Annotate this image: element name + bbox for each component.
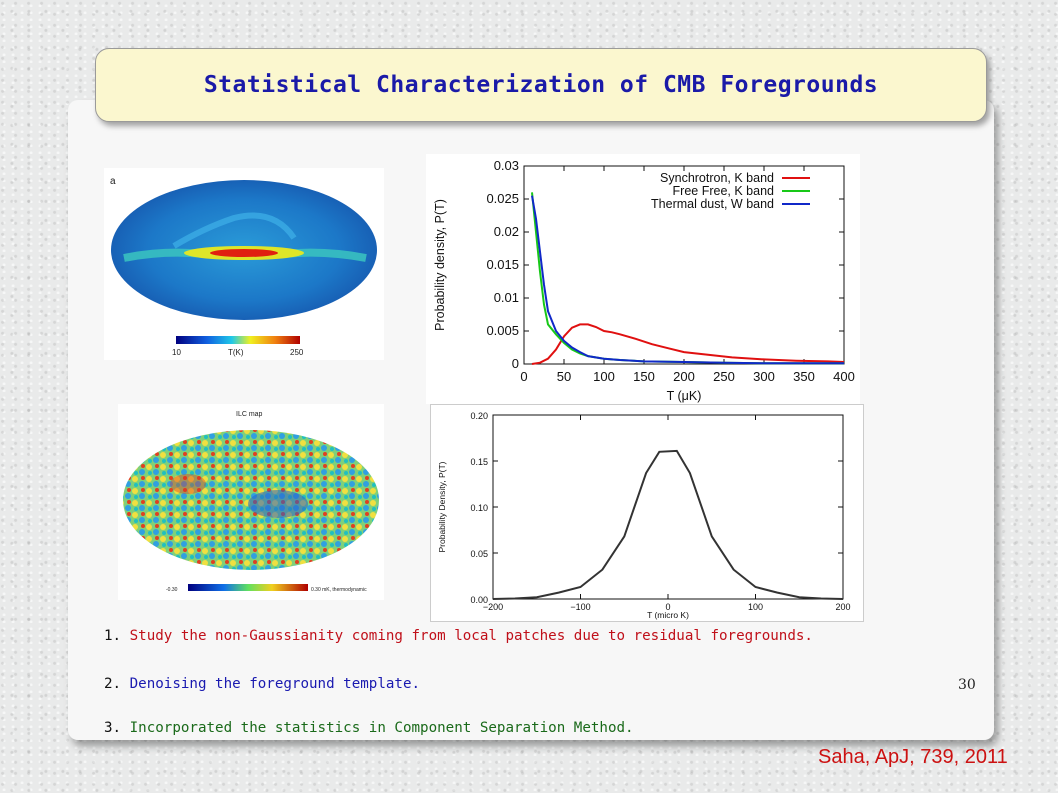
y-tick-label: 0.15 [470, 457, 488, 467]
plot-frame [492, 414, 844, 600]
series-line-0 [492, 449, 844, 600]
y-axis-label: Probability Density, P(T) [437, 461, 447, 552]
colorbar-min-label: 10 [172, 348, 181, 357]
x-tick-label: 350 [793, 369, 815, 384]
bullet-item-3: 3. Incorporated the statistics in Compon… [104, 720, 634, 736]
y-tick-label: 0.10 [470, 503, 488, 513]
x-tick-label: −100 [570, 602, 590, 612]
bullet-item-1: 1. Study the non-Gaussianity coming from… [104, 628, 813, 644]
x-tick-label: 100 [748, 602, 763, 612]
ilc-colorbar-max: 0.30 mK, thermodynamic [311, 587, 367, 593]
bullet-text: Incorporated the statistics in Component… [129, 720, 634, 736]
ilc-map-panel: ILC map -0.30 0.30 mK, thermodynamic [118, 404, 384, 600]
bullet-number: 1. [104, 628, 130, 644]
ilc-colorbar [188, 584, 308, 591]
y-axis-label: Probability density, P(T) [433, 199, 447, 331]
title-box: Statistical Characterization of CMB Fore… [95, 48, 987, 122]
synchrotron-map-panel: a 10 T(K) 250 [104, 168, 384, 360]
colorbar-max-label: 250 [290, 348, 304, 357]
y-tick-label: 0.02 [494, 224, 519, 239]
ilc-colorbar-min: -0.30 [166, 587, 178, 593]
colorbar-unit-label: T(K) [228, 348, 244, 357]
x-tick-label: 50 [557, 369, 571, 384]
y-tick-label: 0.05 [470, 549, 488, 559]
y-tick-label: 0.025 [486, 191, 519, 206]
bullet-number: 2. [104, 676, 130, 692]
slide-number: 30 [958, 677, 976, 693]
series-line-1 [531, 192, 844, 365]
map-panel-label: a [110, 176, 116, 187]
x-tick-label: 300 [753, 369, 775, 384]
legend-label: Thermal dust, W band [651, 197, 774, 211]
bullet-number: 3. [104, 720, 130, 736]
ilc-map-title: ILC map [236, 411, 263, 418]
colorbar [176, 336, 300, 344]
x-tick-label: 200 [835, 602, 850, 612]
bullet-item-2: 2. Denoising the foreground template. [104, 676, 420, 692]
cmb-pdf-chart: −200 −100 0 100 200 0.00 0.05 0.10 0.15 0.20 T (mi… [437, 411, 851, 620]
foreground-pdf-chart: 0 50 100 150 200 250 300 350 400 0 0.005 0.01 0.015 0… [433, 158, 855, 403]
foreground-pdf-chart-panel: 0 50 100 150 200 250 300 350 400 0 0.005 0.01 0.015 0… [426, 154, 860, 404]
page-title: Statistical Characterization of CMB Fore… [203, 72, 879, 98]
x-axis-label: T (micro K) [647, 610, 689, 620]
legend-label: Free Free, K band [673, 184, 774, 198]
synchrotron-map: a 10 T(K) 250 [110, 176, 377, 357]
ilc-map: ILC map -0.30 0.30 mK, thermodynamic [123, 411, 379, 593]
bullet-text: Denoising the foreground template. [129, 676, 421, 692]
x-tick-label: 200 [673, 369, 695, 384]
x-tick-label: 400 [833, 369, 855, 384]
x-tick-label: 250 [713, 369, 735, 384]
series-line-2 [531, 195, 844, 365]
legend-label: Synchrotron, K band [660, 171, 774, 185]
y-tick-label: 0.005 [486, 323, 519, 338]
y-tick-label: 0 [512, 356, 519, 371]
y-tick-label: 0.00 [470, 595, 488, 605]
x-tick-label: 100 [593, 369, 615, 384]
y-tick-label: 0.03 [494, 158, 519, 173]
x-tick-label: 0 [665, 602, 670, 612]
citation: Saha, ApJ, 739, 2011 [818, 746, 1008, 768]
y-tick-label: 0.015 [486, 257, 519, 272]
bullet-text: Study the non-Gaussianity coming from lo… [129, 628, 813, 644]
cmb-pdf-chart-panel: −200 −100 0 100 200 0.00 0.05 0.10 0.15 0.20 T (mi… [430, 404, 864, 622]
series-line-0 [531, 323, 845, 365]
x-tick-label: 150 [633, 369, 655, 384]
y-tick-label: 0.20 [470, 411, 488, 421]
x-axis-label: T (μK) [667, 389, 702, 403]
x-tick-label: 0 [520, 369, 527, 384]
x-tick-label: −200 [483, 602, 503, 612]
y-tick-label: 0.01 [494, 290, 519, 305]
